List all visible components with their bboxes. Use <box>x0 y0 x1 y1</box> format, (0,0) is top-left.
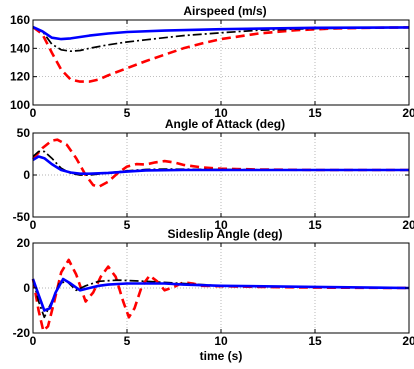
sideslip-angle-y-tick-label: 0 <box>23 281 30 295</box>
angle-of-attack-x-tick-label: 15 <box>308 218 322 232</box>
sideslip-angle-title: Sideslip Angle (deg) <box>168 227 283 241</box>
airspeed-title: Airspeed (m/s) <box>183 4 266 18</box>
airspeed-chart: 0 5 10 15 20 100 120 140 160 Airspeed (m/s) <box>10 4 414 120</box>
angle-of-attack-series-1-line <box>32 155 409 175</box>
angle-of-attack-title: Angle of Attack (deg) <box>165 117 285 131</box>
angle-of-attack-x-tick-label: 20 <box>402 218 414 232</box>
sideslip-angle-x-tick-label: 5 <box>124 334 131 348</box>
sideslip-angle-x-tick-label: 15 <box>308 334 322 348</box>
angle-of-attack-x-tick-label: 0 <box>30 218 37 232</box>
sideslip-angle-x-tick-label: 20 <box>402 334 414 348</box>
airspeed-y-tick-label: 140 <box>10 41 30 55</box>
sideslip-angle-x-axis-label: time (s) <box>200 349 243 363</box>
airspeed-y-tick-label: 160 <box>10 13 30 27</box>
angle-of-attack-series-3-line <box>32 138 409 189</box>
airspeed-x-tick-label: 15 <box>308 106 322 120</box>
airspeed-series-3-line <box>32 26 410 83</box>
sideslip-angle-x-tick-label: 0 <box>30 334 37 348</box>
angle-of-attack-x-tick-label: 10 <box>214 218 228 232</box>
airspeed-x-tick-label: 10 <box>214 106 228 120</box>
angle-of-attack-x-tick-label: 5 <box>124 218 131 232</box>
sideslip-angle-x-tick-label: 10 <box>214 334 228 348</box>
airspeed-y-tick-label: 100 <box>10 98 30 112</box>
airspeed-series-2-line <box>32 26 410 53</box>
airspeed-x-tick-label: 5 <box>124 106 131 120</box>
airspeed-x-tick-label: 20 <box>402 106 414 120</box>
sideslip-angle-y-tick-label: -20 <box>13 326 31 340</box>
airspeed-y-tick-label: 120 <box>10 70 30 84</box>
sideslip-angle-series-2-line <box>32 278 410 319</box>
sideslip-angle-series-1-line <box>31 277 410 312</box>
airspeed-x-tick-label: 0 <box>30 106 37 120</box>
angle-of-attack-y-tick-label: -50 <box>13 210 31 224</box>
sideslip-angle-y-tick-label: 20 <box>17 236 31 250</box>
angle-of-attack-y-tick-label: 0 <box>23 168 30 182</box>
angle-of-attack-y-tick-label: 50 <box>17 126 31 140</box>
airspeed-series-1-line <box>32 25 410 41</box>
